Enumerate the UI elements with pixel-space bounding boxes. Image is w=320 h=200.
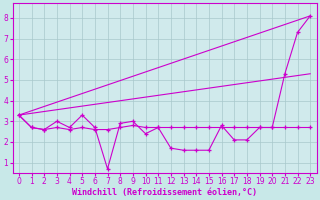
X-axis label: Windchill (Refroidissement éolien,°C): Windchill (Refroidissement éolien,°C) — [72, 188, 257, 197]
